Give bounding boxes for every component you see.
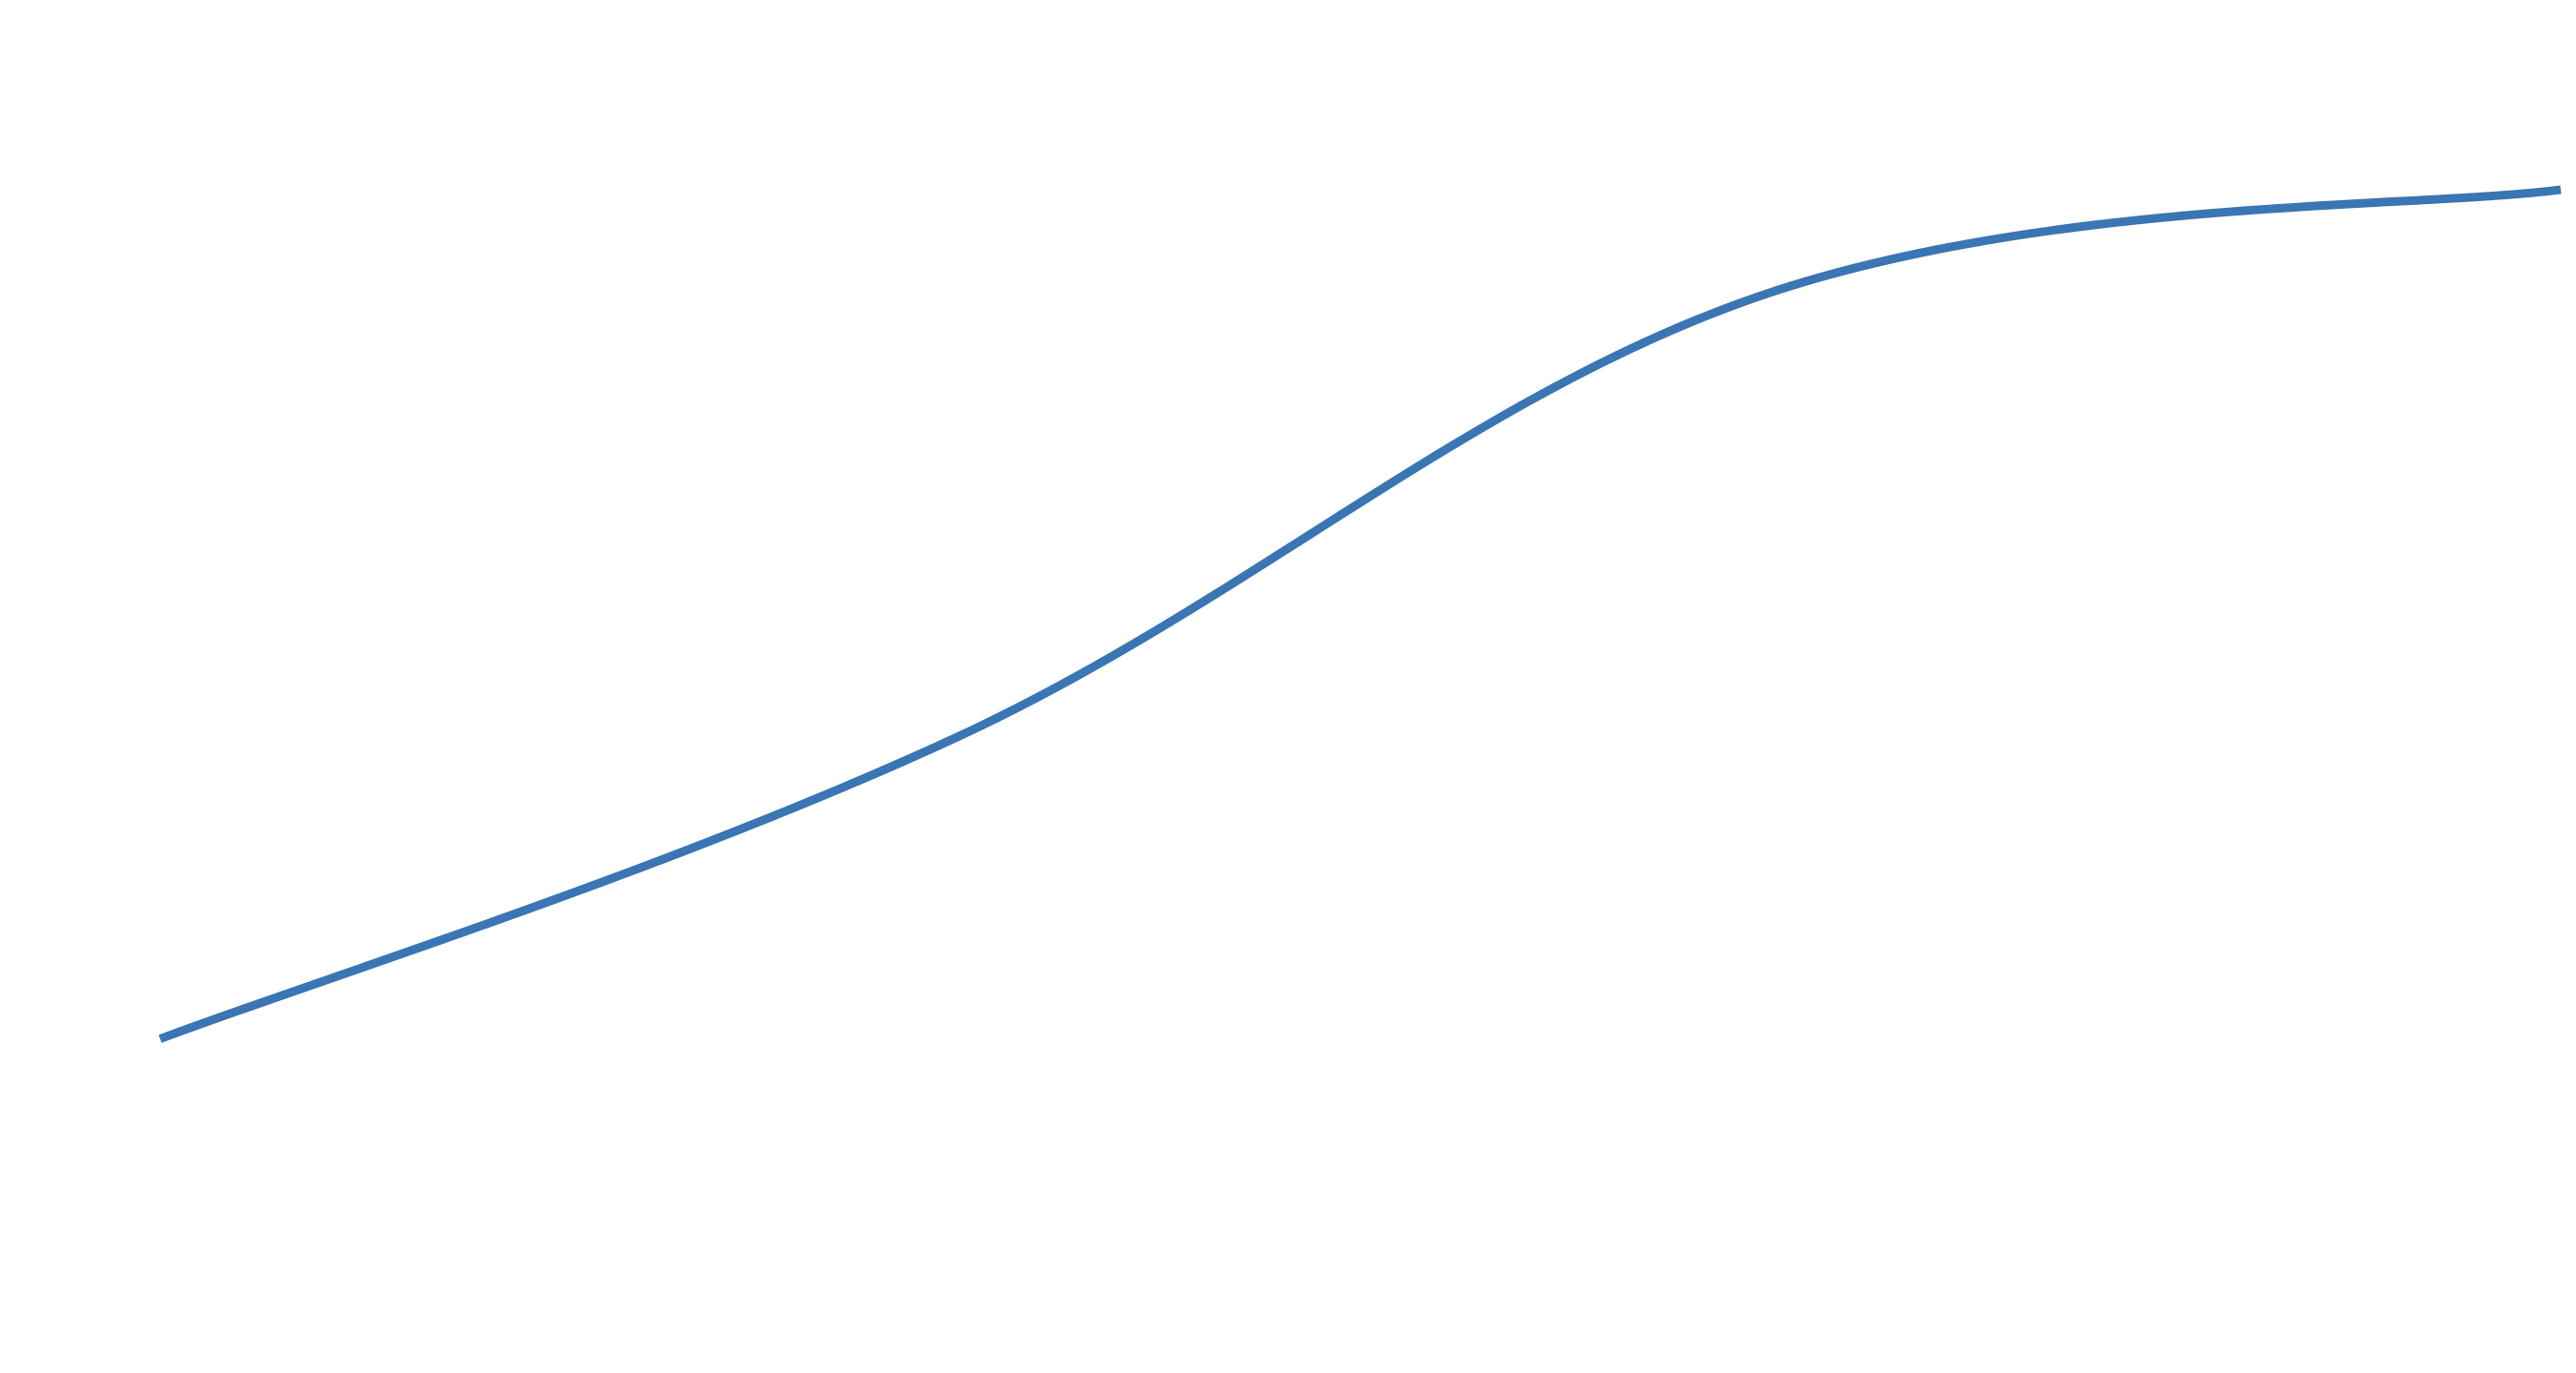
series-line-0 xyxy=(158,185,2562,1043)
data-point-0-0 xyxy=(154,1034,166,1045)
data-point-0-2 xyxy=(1755,290,1767,301)
data-point-0-1 xyxy=(954,729,966,741)
data-point-0-3 xyxy=(2555,184,2566,195)
plot-area xyxy=(154,184,2566,1045)
